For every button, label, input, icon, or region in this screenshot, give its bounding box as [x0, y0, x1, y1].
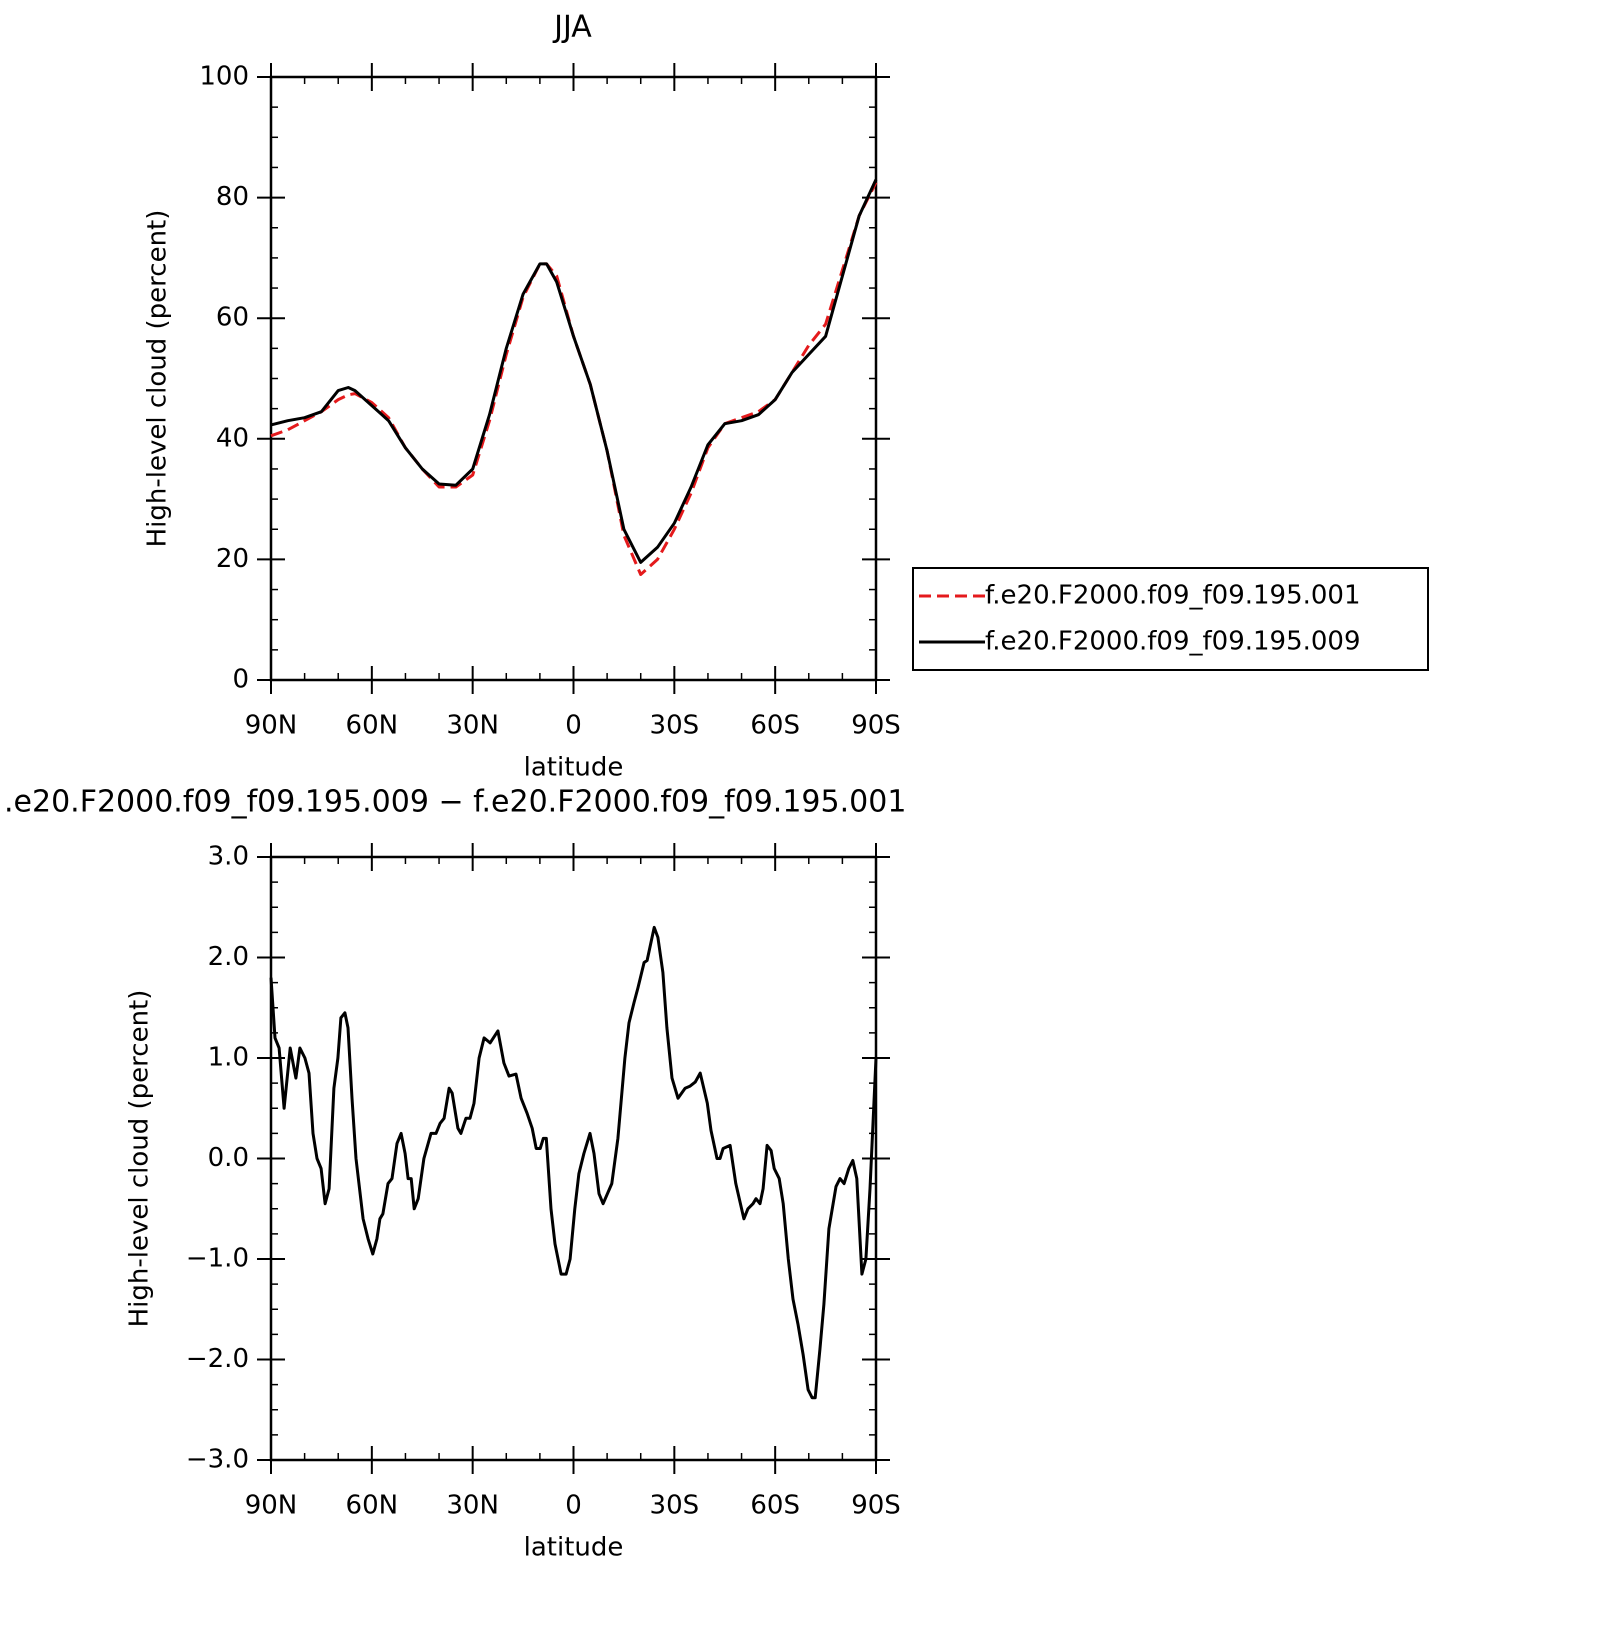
y-tick-label: 80 — [216, 182, 249, 212]
x-axis-label: latitude — [524, 1533, 624, 1563]
x-tick-label: 90S — [851, 1491, 901, 1521]
plot-frame — [269, 75, 878, 682]
y-tick-label: 40 — [216, 423, 249, 453]
legend-label: f.e20.F2000.f09_f09.195.009 — [985, 627, 1361, 657]
y-tick-label: 2.0 — [208, 942, 249, 972]
chart-title: .e20.F2000.f09_f09.195.009 − f.e20.F2000… — [4, 785, 906, 820]
y-tick-label: 100 — [199, 62, 249, 92]
y-tick-label: −2.0 — [186, 1344, 249, 1374]
x-tick-label: 0 — [565, 1491, 582, 1521]
y-tick-label: 3.0 — [208, 842, 249, 872]
chart-title: JJA — [552, 10, 592, 45]
x-tick-label: 90N — [245, 711, 298, 741]
x-tick-label: 60N — [346, 711, 399, 741]
data-line — [270, 181, 878, 576]
y-axis-label: High-level cloud (percent) — [143, 210, 173, 548]
x-tick-label: 60N — [346, 1491, 399, 1521]
x-tick-label: 30S — [650, 711, 700, 741]
x-tick-label: 30N — [446, 1491, 499, 1521]
y-tick-label: 60 — [216, 303, 249, 333]
x-tick-label: 0 — [565, 711, 582, 741]
y-tick-label: 0.0 — [208, 1143, 249, 1173]
x-tick-label: 30N — [446, 711, 499, 741]
y-axis-label: High-level cloud (percent) — [125, 990, 155, 1328]
y-tick-label: −1.0 — [186, 1244, 249, 1274]
x-tick-label: 60S — [750, 711, 800, 741]
plot-frame — [269, 855, 878, 1462]
y-tick-label: 20 — [216, 544, 249, 574]
y-tick-label: 1.0 — [208, 1043, 249, 1073]
x-tick-label: 30S — [650, 1491, 700, 1521]
x-tick-label: 90S — [851, 711, 901, 741]
x-tick-label: 60S — [750, 1491, 800, 1521]
legend-label: f.e20.F2000.f09_f09.195.001 — [985, 581, 1361, 611]
y-tick-label: 0 — [232, 665, 249, 695]
x-tick-label: 90N — [245, 1491, 298, 1521]
legend-box — [912, 567, 1429, 671]
x-axis-label: latitude — [524, 753, 624, 783]
data-line — [270, 178, 878, 564]
data-line — [269, 925, 878, 1400]
y-tick-label: −3.0 — [186, 1445, 249, 1475]
